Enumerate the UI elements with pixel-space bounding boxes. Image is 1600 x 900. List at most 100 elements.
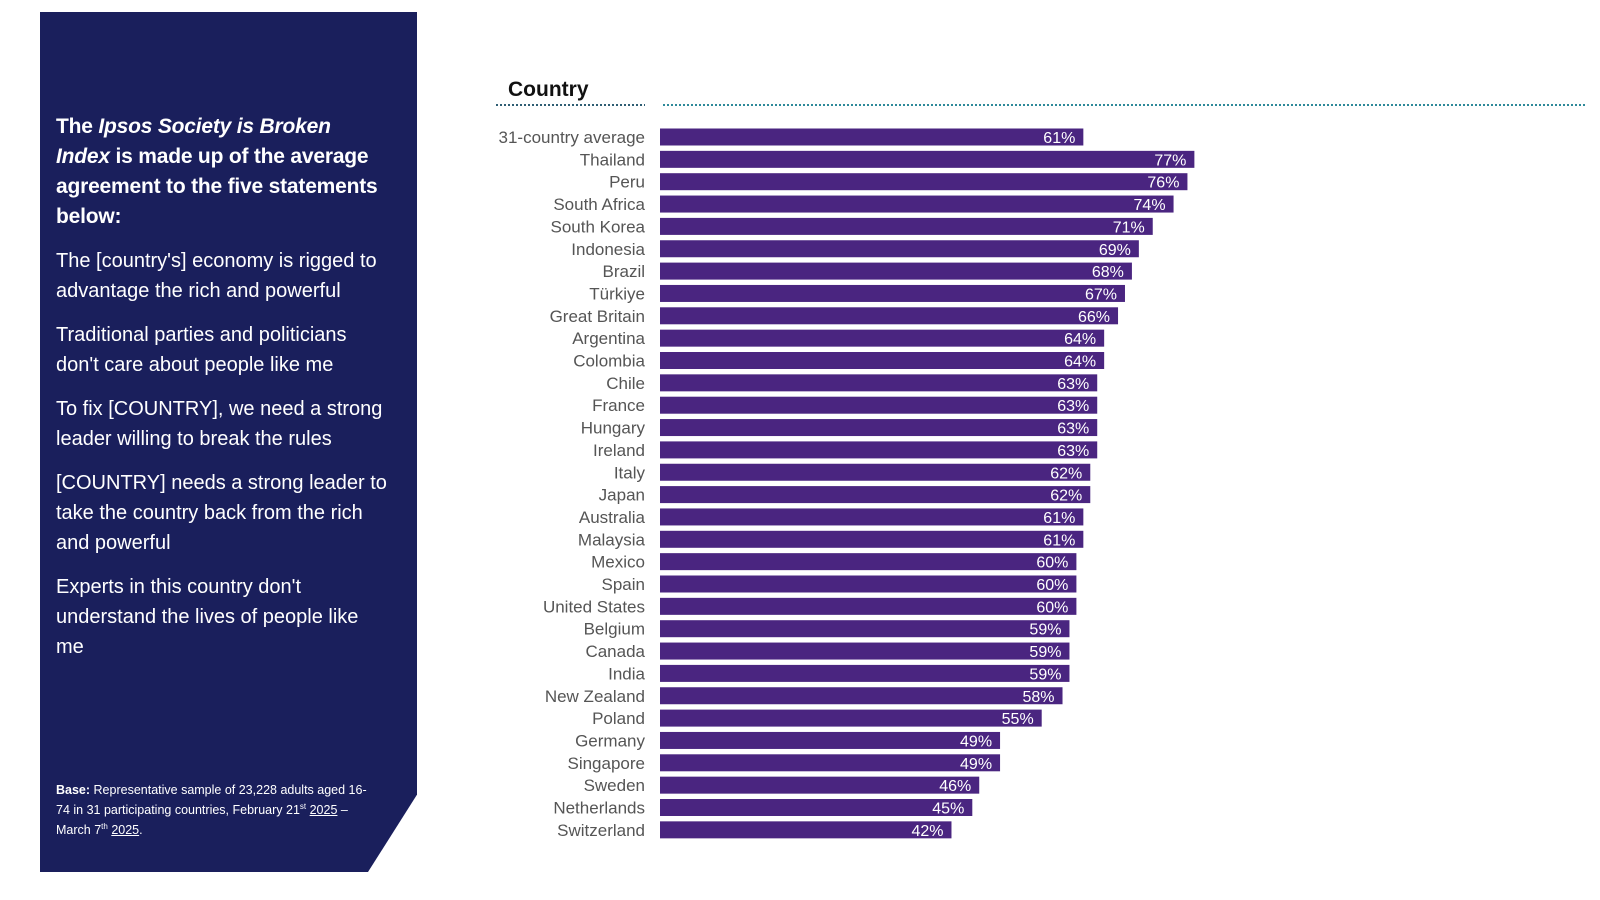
base-sup-2: th: [101, 821, 108, 831]
category-label: Chile: [606, 374, 645, 393]
index-intro: The Ipsos Society is Broken Index is mad…: [56, 112, 387, 232]
bar: [660, 664, 1070, 682]
category-label: Belgium: [584, 620, 645, 639]
category-label: Türkiye: [589, 284, 645, 303]
value-label: 60%: [1036, 577, 1068, 594]
bar: [660, 195, 1174, 213]
value-label: 45%: [932, 801, 964, 818]
value-label: 59%: [1029, 622, 1061, 639]
bar: [660, 754, 1001, 772]
statement-2: Traditional parties and politicians don'…: [56, 324, 347, 376]
value-label: 63%: [1057, 421, 1089, 438]
bar: [660, 396, 1098, 414]
bar: [660, 709, 1042, 727]
bar: [660, 374, 1098, 392]
value-label: 69%: [1099, 242, 1131, 259]
value-label: 71%: [1113, 219, 1145, 236]
value-label: 49%: [960, 733, 992, 750]
bar: [660, 530, 1084, 548]
value-label: 59%: [1029, 666, 1061, 683]
bar: [660, 508, 1084, 526]
chart-svg: 31-country average 61% Thailand 77% Peru 76% S…: [496, 104, 1585, 840]
category-label: New Zealand: [545, 687, 645, 706]
value-label: 66%: [1078, 309, 1110, 326]
value-label: 61%: [1043, 130, 1075, 147]
bar: [660, 575, 1077, 593]
category-label: Poland: [592, 709, 645, 728]
statement-4: [COUNTRY] needs a strong leader to take …: [56, 472, 387, 554]
bar: [660, 553, 1077, 571]
bar: [660, 463, 1091, 481]
value-label: 61%: [1043, 510, 1075, 527]
value-label: 64%: [1064, 354, 1096, 371]
bar: [660, 799, 973, 816]
category-label: India: [608, 664, 645, 683]
value-label: 58%: [1022, 689, 1054, 706]
bar: [660, 240, 1139, 258]
bar: [660, 352, 1105, 369]
base-sup-1: st: [299, 801, 307, 811]
value-label: 46%: [939, 778, 971, 795]
value-label: 76%: [1147, 175, 1179, 192]
value-label: 74%: [1134, 197, 1166, 214]
category-label: Great Britain: [550, 307, 645, 326]
category-label: Italy: [614, 463, 646, 482]
value-label: 62%: [1050, 465, 1082, 482]
value-label: 62%: [1050, 488, 1082, 505]
value-label: 63%: [1057, 398, 1089, 415]
bar: [660, 642, 1070, 660]
category-label: Germany: [575, 731, 645, 750]
category-label: Colombia: [573, 352, 645, 371]
bar: [660, 821, 952, 839]
category-label: Netherlands: [553, 799, 645, 818]
category-label: Mexico: [591, 553, 645, 572]
value-label: 64%: [1064, 331, 1096, 348]
base-year-1: 2025: [309, 803, 338, 817]
bar: [660, 441, 1098, 459]
base-text: Representative sample of 23,228 adults a…: [56, 783, 367, 817]
bar: [660, 597, 1077, 615]
category-label: Peru: [609, 173, 645, 192]
bar: [660, 150, 1195, 168]
value-label: 68%: [1092, 264, 1124, 281]
category-label: Spain: [602, 575, 645, 594]
statement-5: Experts in this country don't understand…: [56, 576, 359, 658]
value-label: 63%: [1057, 376, 1089, 393]
value-label: 55%: [1002, 711, 1034, 728]
info-panel: The Ipsos Society is Broken Index is mad…: [40, 12, 417, 872]
base-dash: – March 7: [56, 803, 348, 837]
category-label: France: [592, 396, 645, 415]
bar: [660, 307, 1119, 325]
category-label: South Africa: [553, 195, 645, 214]
category-label: Sweden: [584, 776, 645, 795]
bar: [660, 173, 1188, 191]
category-label: 31-country average: [499, 128, 645, 147]
value-label: 61%: [1043, 532, 1075, 549]
base-note: Base: Representative sample of 23,228 ad…: [56, 780, 376, 840]
bar: [660, 419, 1098, 437]
base-end: .: [139, 823, 143, 837]
category-label: Japan: [599, 486, 645, 505]
index-name: Ipsos Society is Broken Index: [56, 115, 331, 168]
category-label: Brazil: [602, 262, 645, 281]
bar: [660, 329, 1105, 347]
category-label: Australia: [579, 508, 646, 527]
chart-title: Country: [508, 78, 589, 101]
value-label: 59%: [1029, 644, 1061, 661]
bar: [660, 731, 1001, 749]
category-label: Canada: [585, 642, 645, 661]
bar: [660, 687, 1063, 705]
intro-prefix: The: [56, 115, 99, 138]
value-label: 63%: [1057, 443, 1089, 460]
category-label: Thailand: [580, 150, 645, 169]
category-label: Switzerland: [557, 821, 645, 840]
category-label: Malaysia: [578, 530, 646, 549]
bar-chart: Country 31-country average 61% Thailand 77%…: [490, 60, 1590, 870]
base-label: Base:: [56, 783, 91, 797]
category-label: Hungary: [581, 419, 646, 438]
value-label: 42%: [911, 823, 943, 840]
value-label: 49%: [960, 756, 992, 773]
bar: [660, 128, 1084, 146]
bar: [660, 620, 1070, 638]
base-year-2: 2025: [111, 823, 140, 837]
